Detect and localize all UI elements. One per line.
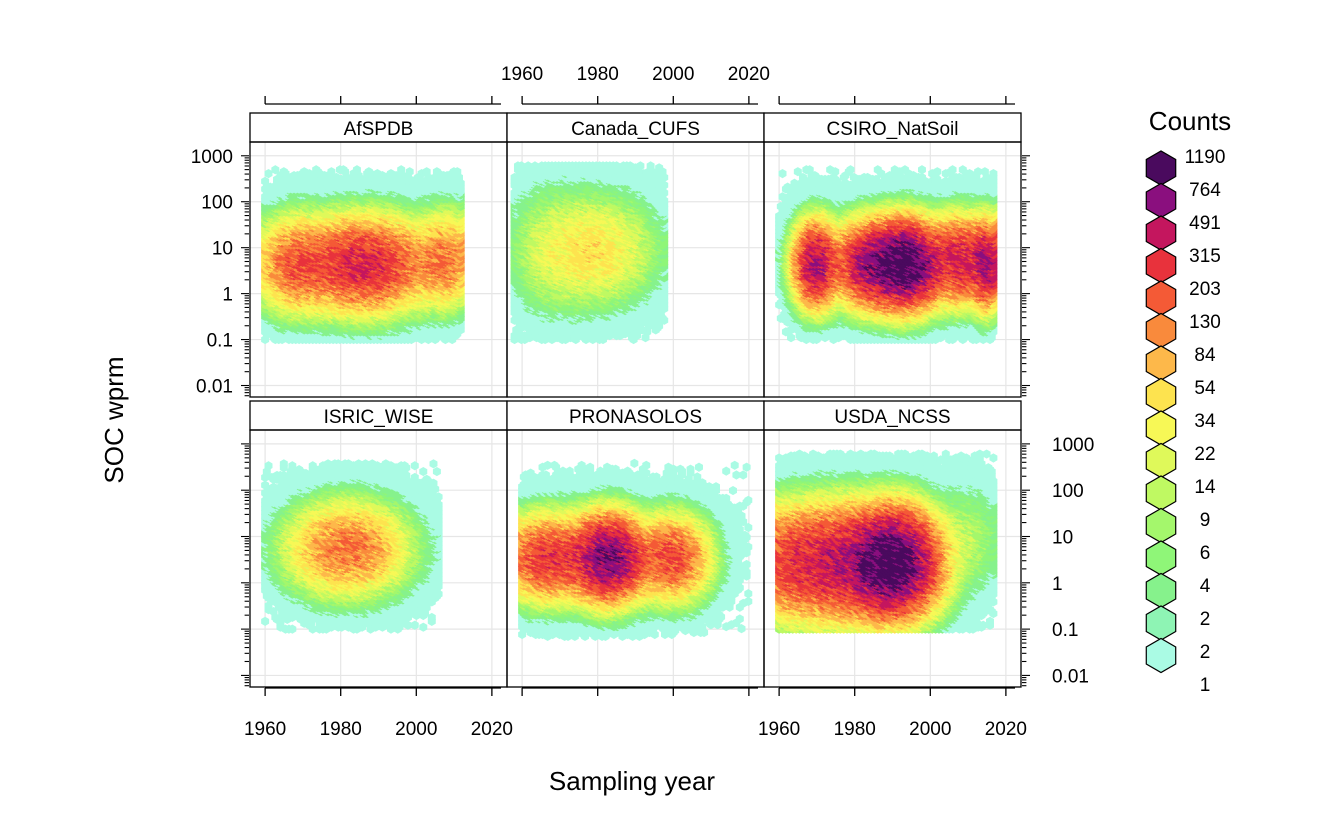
panel-hexbins-Canada_CUFS xyxy=(510,161,669,345)
panel-hexbins-AfSPDB xyxy=(261,165,465,345)
hexbin-layer xyxy=(261,161,998,642)
hex-cell xyxy=(264,169,273,179)
